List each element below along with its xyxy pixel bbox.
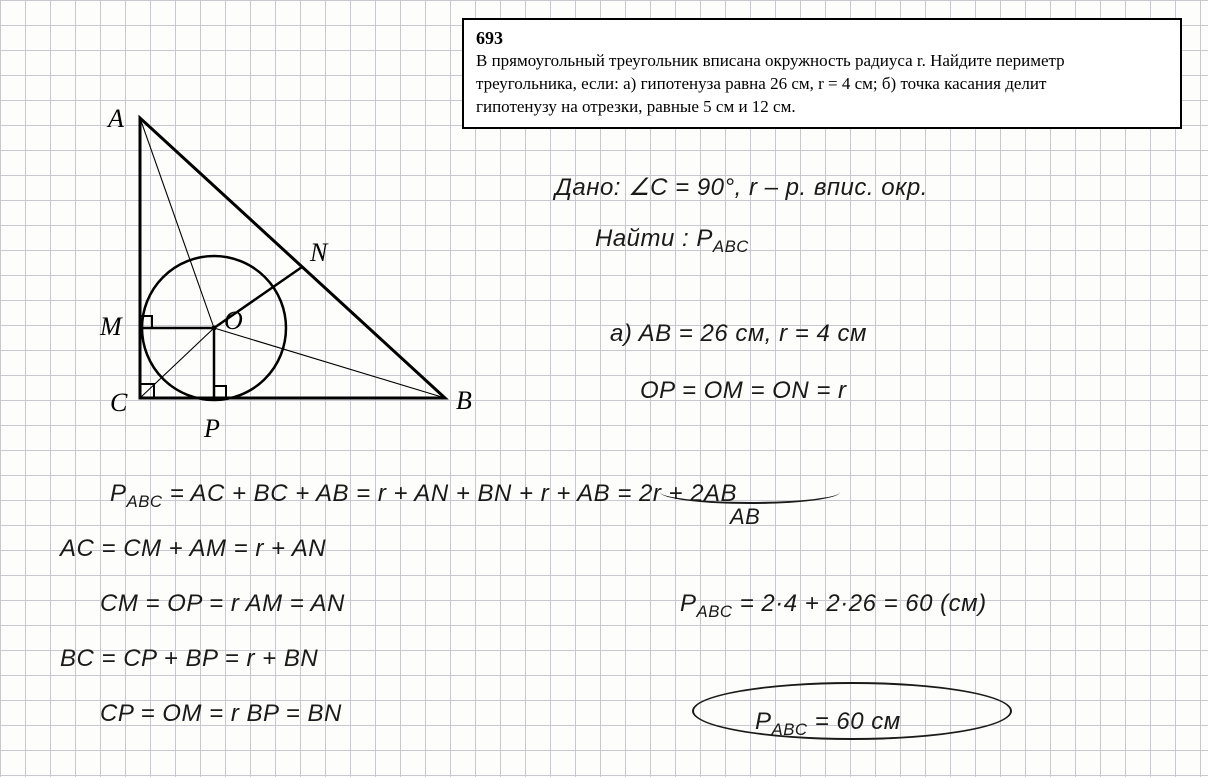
vertex-label-A: A — [108, 104, 124, 134]
hw-line-2: a) AB = 26 см, r = 4 см — [610, 320, 867, 348]
hw-line-1: Найти : PABC — [595, 225, 749, 257]
line-BO — [214, 328, 445, 398]
point-label-P: P — [204, 414, 220, 444]
vertex-label-C: C — [110, 388, 127, 418]
hw-line-4: PABC = AC + BC + AB = r + AN + BN + r + … — [110, 480, 737, 512]
underbrace-label-AB: AB — [730, 504, 760, 530]
right-angle-P — [214, 386, 226, 398]
triangle-ACB — [140, 118, 445, 398]
problem-statement-box: 693 В прямоугольный треугольник вписана … — [462, 18, 1182, 129]
line-AO — [140, 118, 214, 328]
hw-line-8: BC = CP + BP = r + BN — [60, 645, 318, 673]
hw-line-9: CP = OM = r BP = BN — [100, 700, 342, 728]
hw-line-3: OP = OM = ON = r — [640, 377, 847, 405]
hw-line-0: Дано: ∠C = 90°, r – р. впис. окр. — [555, 173, 928, 202]
hw-line-6: CM = OP = r AM = AN — [100, 590, 345, 618]
point-label-M: M — [100, 312, 122, 342]
center-O-dot — [212, 326, 217, 331]
problem-text: В прямоугольный треугольник вписана окру… — [476, 50, 1118, 119]
hw-line-7: PABC = 2·4 + 2·26 = 60 (см) — [680, 590, 987, 622]
geometry-figure — [0, 0, 500, 470]
final-answer-oval — [692, 682, 1012, 740]
point-label-N: N — [310, 238, 327, 268]
vertex-label-B: B — [456, 386, 472, 416]
center-label-O: O — [224, 306, 243, 336]
hw-line-5: AC = CM + AM = r + AN — [60, 535, 326, 563]
